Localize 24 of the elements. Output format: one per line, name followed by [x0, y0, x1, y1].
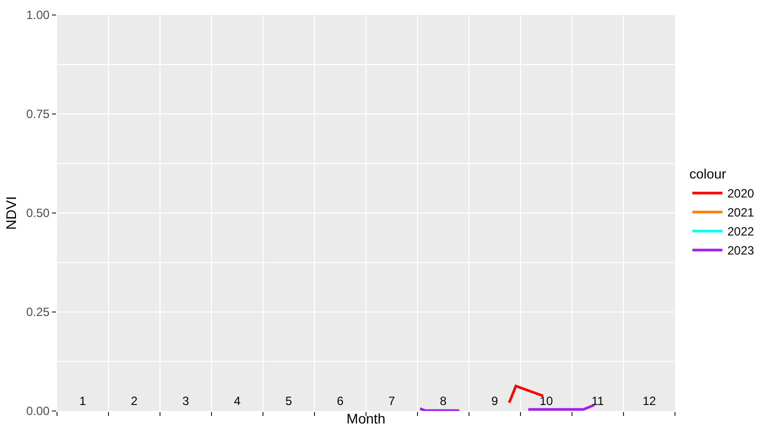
- x-axis-title: Month: [346, 410, 386, 426]
- x-tick-label: 1: [79, 394, 86, 408]
- x-tick-label: 7: [388, 394, 396, 408]
- x-tick-label: 11: [592, 394, 604, 408]
- x-tick-label: 5: [285, 394, 292, 408]
- x-tick-label: 3: [182, 394, 190, 408]
- legend-label: 2022: [727, 224, 754, 239]
- y-tick-label: 0.50: [26, 206, 50, 220]
- legend-label: 2023: [727, 244, 754, 258]
- legend-title: colour: [689, 166, 727, 182]
- x-tick-label: 6: [336, 394, 344, 408]
- x-tick-label: 12: [642, 394, 656, 408]
- legend-label: 2021: [727, 206, 754, 220]
- y-tick-label: 0.25: [26, 305, 50, 320]
- x-tick-label: 9: [491, 394, 498, 408]
- x-tick-label: 4: [234, 394, 241, 408]
- x-tick-label: 10: [540, 394, 554, 408]
- y-tick-label: 0.00: [26, 404, 50, 418]
- x-tick-label: 2: [130, 394, 138, 408]
- y-axis-title: NDVI: [2, 196, 19, 230]
- y-tick-label: 0.75: [26, 107, 50, 122]
- y-tick-label: 1.00: [26, 8, 50, 22]
- x-tick-label: 8: [440, 394, 447, 408]
- legend-label: 2020: [727, 186, 754, 201]
